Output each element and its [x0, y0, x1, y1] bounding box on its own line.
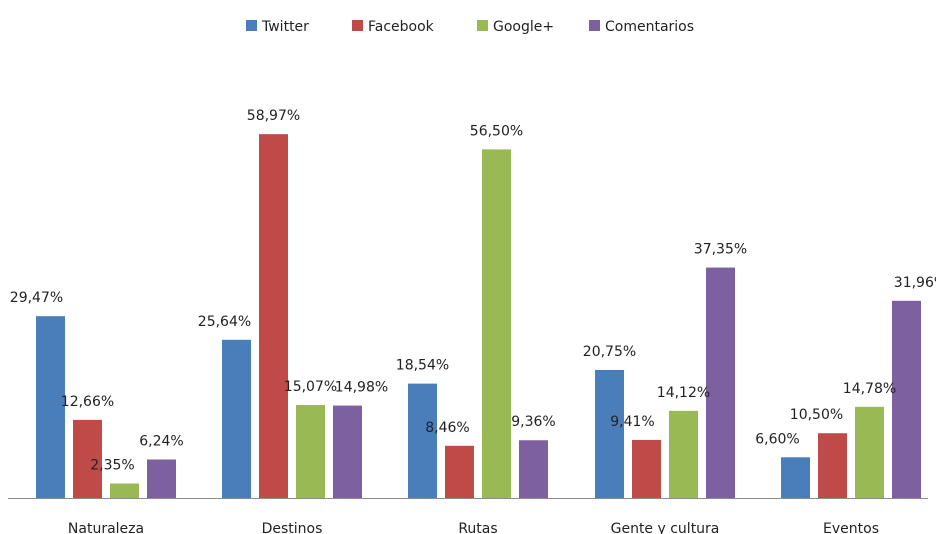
legend-swatch-facebook — [352, 20, 363, 31]
bar-comentarios-0 — [147, 459, 176, 498]
category-label-4: Eventos — [823, 521, 879, 534]
bar-facebook-3 — [632, 439, 661, 498]
bar-google--4 — [855, 406, 884, 498]
data-label-twitter-1: 25,64% — [198, 314, 251, 330]
data-label-google--3: 14,12% — [657, 385, 710, 401]
data-label-twitter-2: 18,54% — [396, 358, 449, 374]
data-label-facebook-3: 9,41% — [610, 414, 654, 430]
bar-facebook-1 — [259, 134, 288, 499]
data-label-facebook-1: 58,97% — [247, 108, 300, 124]
bar-comentarios-1 — [333, 405, 362, 498]
legend-label-google-: Google+ — [493, 19, 554, 35]
data-label-comentarios-3: 37,35% — [694, 242, 747, 258]
data-label-comentarios-4: 31,96% — [894, 275, 936, 291]
bar-group — [36, 134, 921, 499]
legend-swatch-twitter — [246, 20, 257, 31]
legend-swatch-google- — [477, 20, 488, 31]
category-label-3: Gente y cultura — [611, 521, 720, 534]
data-label-google--4: 14,78% — [843, 381, 896, 397]
bar-comentarios-4 — [892, 300, 921, 498]
bar-facebook-2 — [445, 445, 474, 498]
bar-twitter-2 — [408, 383, 437, 498]
data-label-comentarios-2: 9,36% — [511, 414, 555, 430]
bar-facebook-0 — [73, 419, 102, 498]
data-label-comentarios-0: 6,24% — [139, 433, 183, 449]
bar-twitter-0 — [36, 316, 65, 498]
bar-comentarios-3 — [706, 267, 735, 498]
bar-comentarios-2 — [519, 440, 548, 498]
data-label-google--1: 15,07% — [284, 379, 337, 395]
bar-twitter-3 — [595, 369, 624, 498]
data-label-comentarios-1: 14,98% — [335, 380, 388, 396]
bar-google--1 — [296, 405, 325, 498]
bar-twitter-4 — [781, 457, 810, 498]
legend-swatch-comentarios — [589, 20, 600, 31]
bar-google--3 — [669, 410, 698, 498]
legend-label-comentarios: Comentarios — [605, 19, 694, 35]
category-label-1: Destinos — [262, 521, 323, 534]
category-label-group: Naturaleza Destinos Rutas Gente y cultura Ev… — [68, 521, 879, 534]
data-label-twitter-4: 6,60% — [755, 431, 799, 447]
data-label-facebook-2: 8,46% — [425, 420, 469, 436]
bar-twitter-1 — [222, 339, 251, 498]
chart-legend: Twitter Facebook Google+ Comentarios — [246, 19, 694, 35]
data-label-google--0: 2,35% — [90, 458, 134, 474]
category-label-2: Rutas — [458, 521, 497, 534]
legend-label-facebook: Facebook — [368, 19, 435, 35]
data-label-google--2: 56,50% — [470, 123, 523, 139]
data-label-facebook-4: 10,50% — [790, 407, 843, 423]
data-label-group: 29,47% 25,64% 18,54% 20,75% 6,60% 12,66% 58,97… — [10, 108, 936, 473]
bar-google--2 — [482, 149, 511, 498]
data-label-facebook-0: 12,66% — [61, 394, 114, 410]
category-label-0: Naturaleza — [68, 521, 144, 534]
bar-google--0 — [110, 483, 139, 498]
legend-label-twitter: Twitter — [261, 19, 309, 35]
data-label-twitter-0: 29,47% — [10, 290, 63, 306]
bar-facebook-4 — [818, 433, 847, 498]
data-label-twitter-3: 20,75% — [583, 344, 636, 360]
